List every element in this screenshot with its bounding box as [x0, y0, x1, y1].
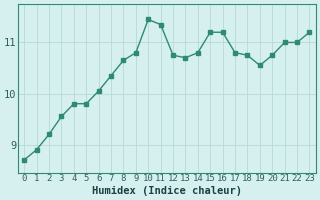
X-axis label: Humidex (Indice chaleur): Humidex (Indice chaleur)	[92, 186, 242, 196]
